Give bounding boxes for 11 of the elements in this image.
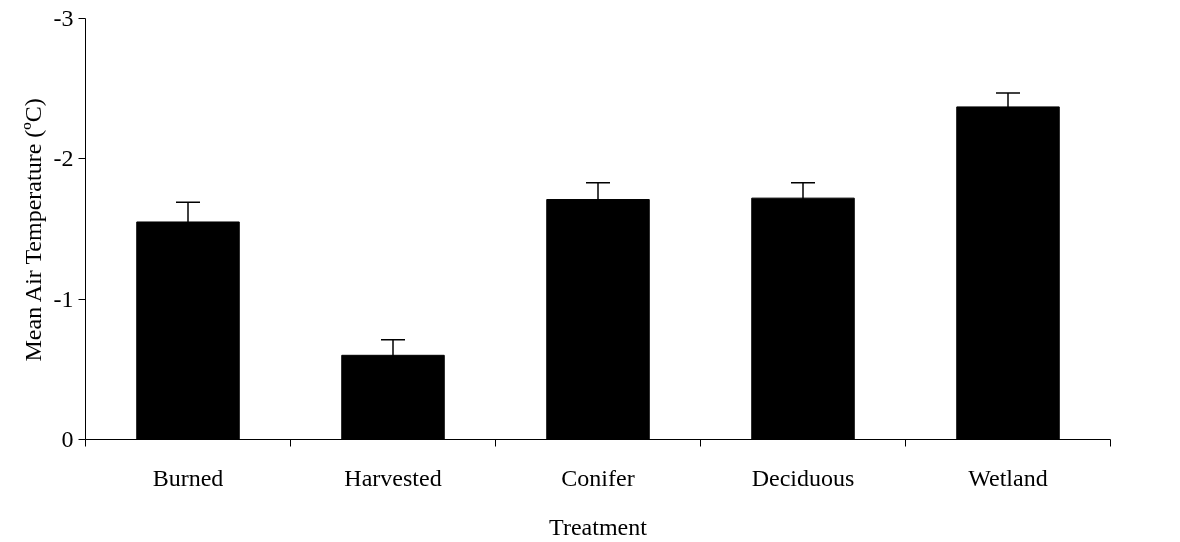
x-tick-label: Deciduous — [751, 464, 855, 491]
y-tick-label: -2 — [53, 145, 74, 172]
y-tick-label: -1 — [53, 285, 74, 312]
x-tick-label: Wetland — [968, 464, 1048, 491]
x-axis-title: Treatment — [549, 513, 648, 540]
y-tick-label: 0 — [61, 426, 74, 452]
x-tick-label: Harvested — [344, 464, 442, 491]
x-tick-label: Conifer — [561, 464, 635, 491]
y-axis-title: Mean Air Temperature (ºC) — [19, 98, 46, 362]
y-tick-label: -3 — [53, 5, 74, 31]
x-tick-label: Burned — [152, 464, 224, 491]
